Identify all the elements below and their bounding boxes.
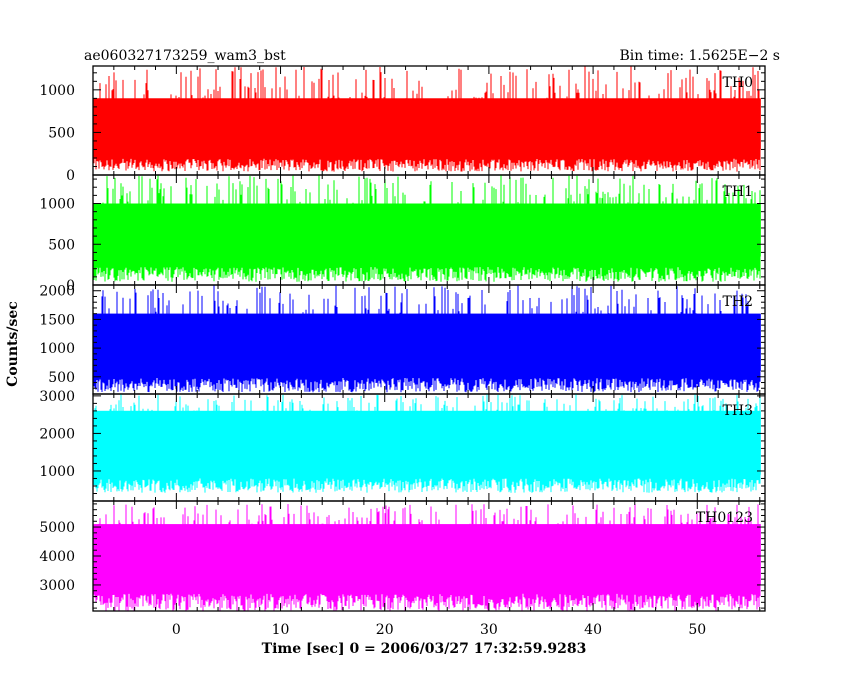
panel-label-th1: TH1 bbox=[723, 184, 753, 200]
y-tick-label: 3000 bbox=[39, 389, 75, 405]
y-tick-label: 0 bbox=[66, 168, 75, 184]
y-tick-label: 0 bbox=[66, 278, 75, 294]
panel-label-th3: TH3 bbox=[723, 403, 753, 419]
x-tick-label: 0 bbox=[172, 622, 181, 638]
series-line-th1 bbox=[93, 175, 761, 282]
y-tick-label: 500 bbox=[48, 237, 75, 253]
panel-th2: 500 1000 1500 2000 TH2 bbox=[39, 284, 766, 395]
chart-title: ae060327173259_wam3_bst bbox=[84, 48, 286, 64]
series-line-th2 bbox=[93, 285, 761, 393]
panel-label-th0123: TH0123 bbox=[696, 510, 753, 526]
x-tick-label: 40 bbox=[584, 622, 602, 638]
y-tick-label: 500 bbox=[48, 370, 75, 386]
y-tick-label: 1000 bbox=[39, 83, 75, 99]
y-tick-label: 1000 bbox=[39, 464, 75, 480]
panel-label-th2: TH2 bbox=[723, 294, 753, 310]
series-line-th0 bbox=[93, 66, 761, 172]
panel-th0123: 3000 4000 5000 TH0123 bbox=[39, 500, 766, 612]
y-tick-label: 1000 bbox=[39, 197, 75, 213]
y-tick-label: 4000 bbox=[39, 549, 75, 565]
bin-time-label: Bin time: 1.5625E−2 s bbox=[619, 48, 780, 64]
x-tick-label: 30 bbox=[480, 622, 498, 638]
series-line-th3 bbox=[93, 394, 761, 493]
x-tick-label: 10 bbox=[272, 622, 290, 638]
panel-th3: 1000 2000 3000 TH3 bbox=[39, 389, 766, 502]
y-tick-label: 1000 bbox=[39, 341, 75, 357]
y-tick-label: 3000 bbox=[39, 578, 75, 594]
y-tick-label: 5000 bbox=[39, 520, 75, 536]
y-axis-label: Counts/sec bbox=[5, 301, 21, 387]
x-tick-label: 20 bbox=[376, 622, 394, 638]
series-line-th0123 bbox=[93, 503, 761, 611]
y-tick-label: 2000 bbox=[39, 426, 75, 442]
panel-th0: 0 500 1000 TH0 bbox=[39, 65, 766, 184]
y-tick-label: 1500 bbox=[39, 312, 75, 328]
panel-th1: 0 500 1000 TH1 bbox=[39, 174, 766, 294]
y-tick-label: 2000 bbox=[39, 284, 75, 300]
x-axis-label: Time [sec] 0 = 2006/03/27 17:32:59.9283 bbox=[262, 641, 587, 657]
panel-label-th0: TH0 bbox=[723, 75, 753, 91]
y-tick-label: 500 bbox=[48, 125, 75, 141]
x-tick-label: 50 bbox=[688, 622, 706, 638]
